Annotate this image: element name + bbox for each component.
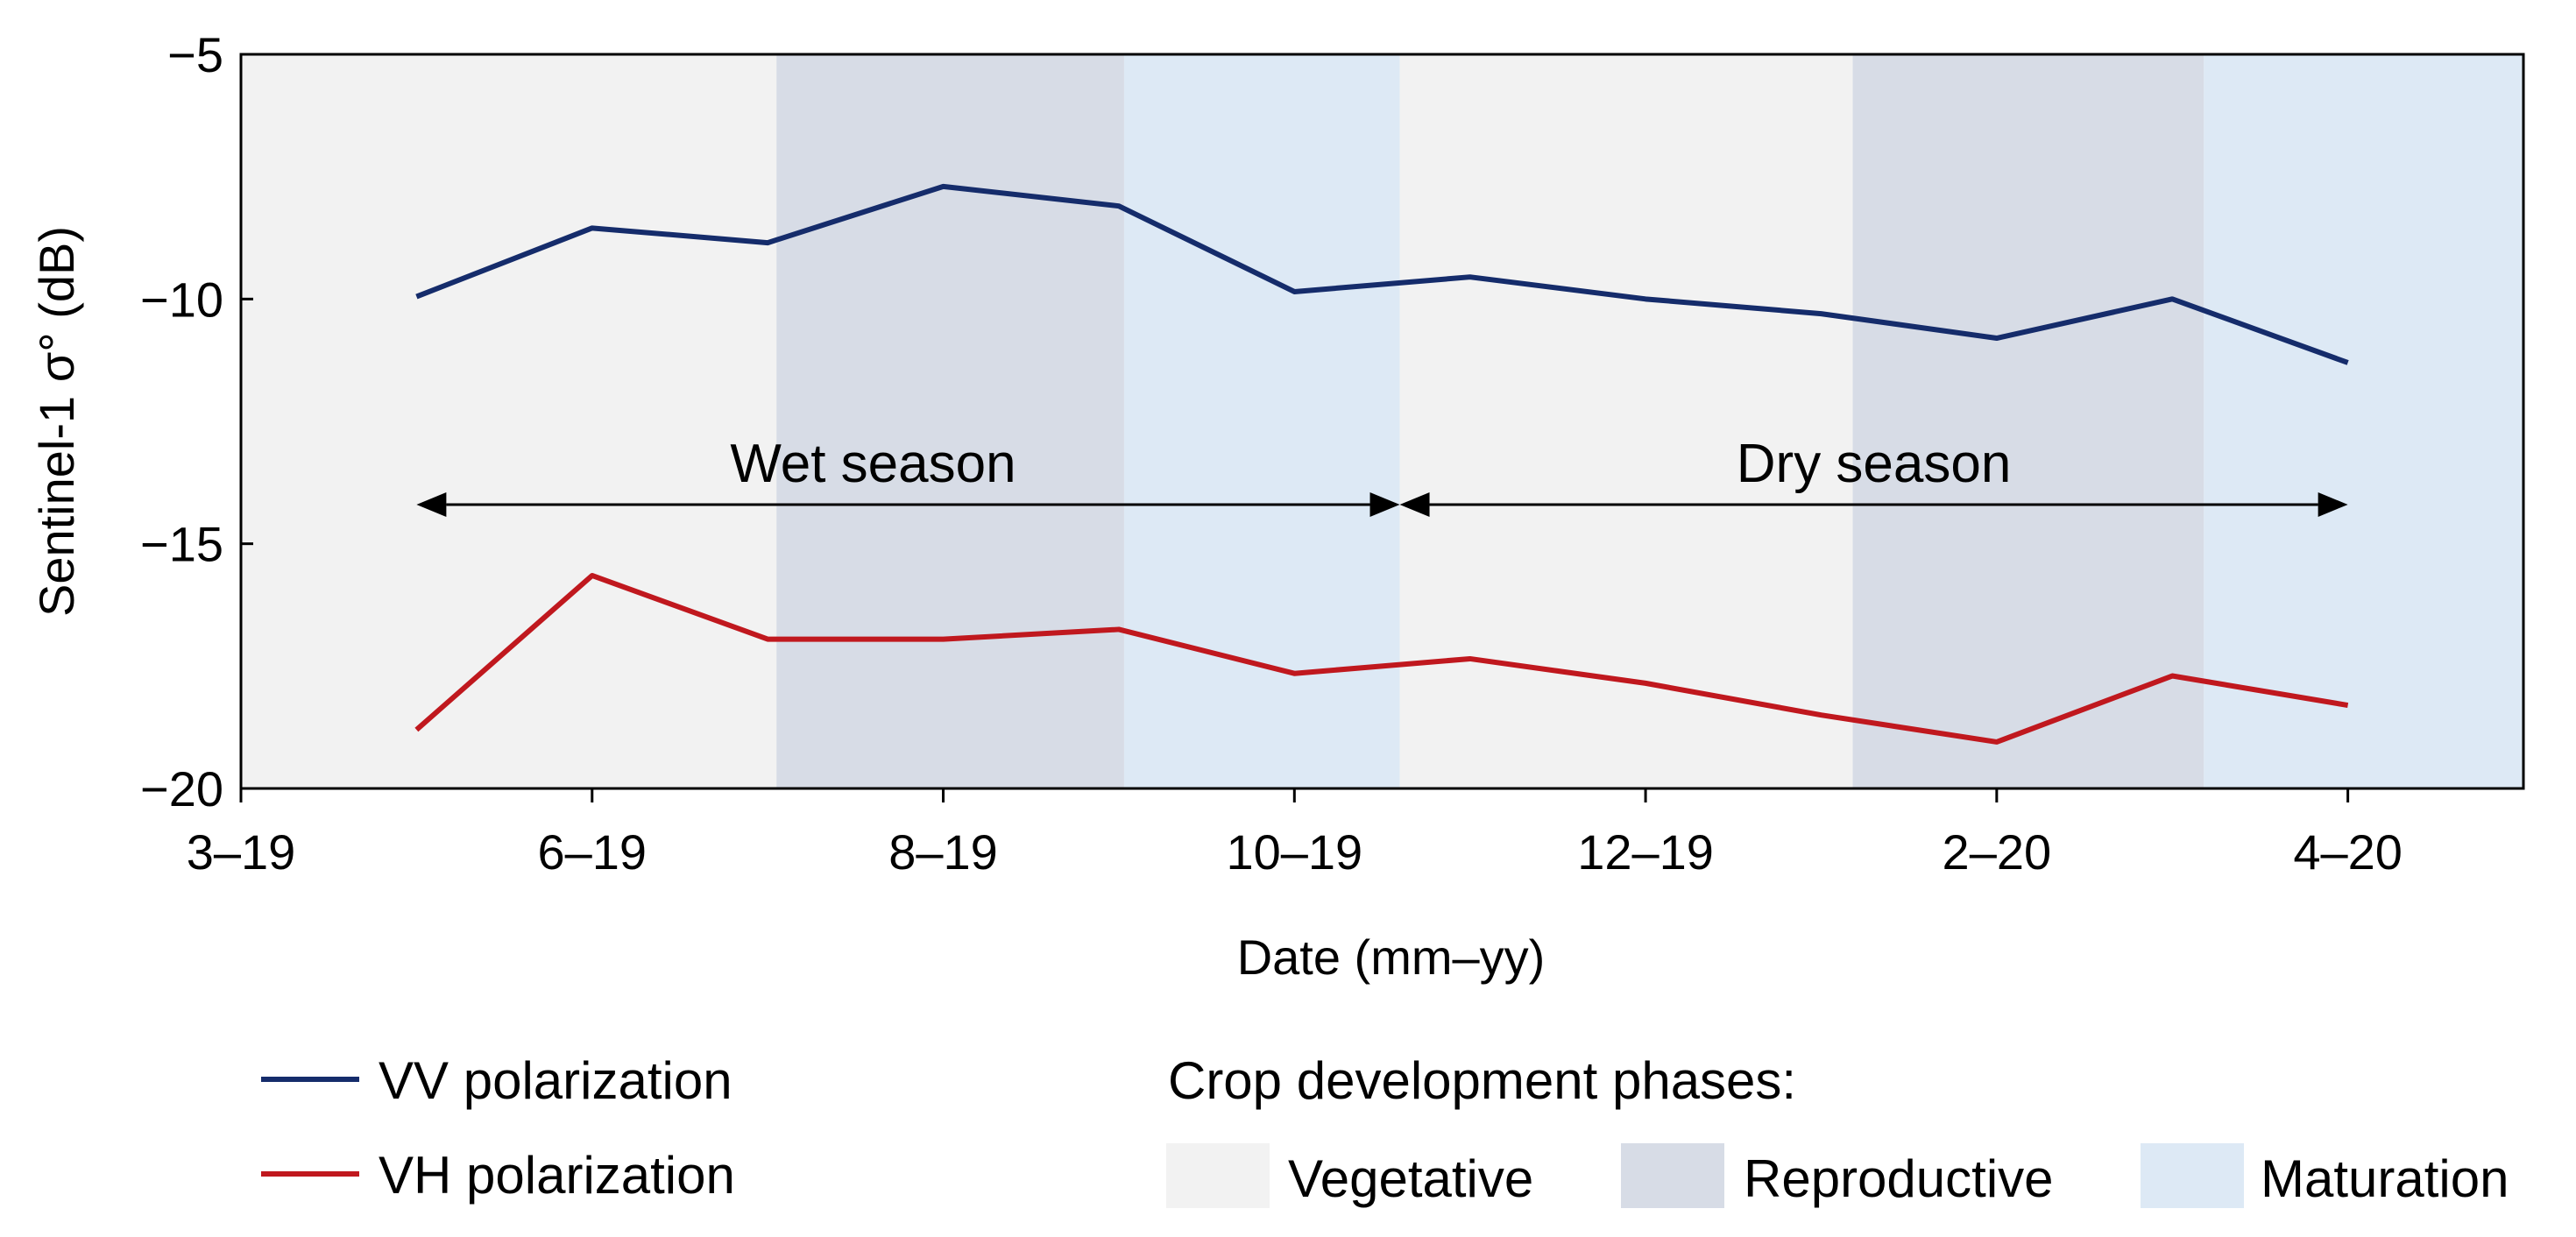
y-tick-label-0: −5: [167, 27, 223, 82]
y-axis-title: Sentinel-1 σ° (dB): [29, 226, 84, 617]
legend-swatch-maturation: [2141, 1143, 2244, 1208]
x-axis-title: Date (mm–yy): [1237, 930, 1546, 985]
legend-label-vv: VV polarization: [379, 1051, 732, 1110]
legend-label-vh: VH polarization: [379, 1146, 735, 1205]
series-lines: [414, 183, 2349, 745]
x-tick-label-1: 6–19: [537, 824, 647, 880]
legend-label-reproductive: Reproductive: [1744, 1149, 2054, 1208]
x-tick-label-3: 10–19: [1226, 824, 1362, 880]
y-tick-label-2: −15: [140, 517, 223, 572]
x-tick-label-6: 4–20: [2293, 824, 2403, 880]
phase-band-vegetative-3: [1399, 54, 1853, 788]
y-tick-label-1: −10: [140, 272, 223, 327]
wet-season-arrow-right: [1369, 491, 1400, 517]
legend-label-vegetative: Vegetative: [1288, 1149, 1533, 1208]
legend-swatch-vegetative: [1166, 1143, 1270, 1208]
dry-season-label: Dry season: [1737, 434, 2012, 494]
legend-phases-title: Crop development phases:: [1168, 1051, 1796, 1110]
phase-band-maturation-2: [1123, 54, 1400, 788]
x-tick-label-2: 8–19: [888, 824, 998, 880]
plot-frame: [239, 53, 2525, 790]
x-axis: 3–19 6–19 8–19 10–19 12–19 2–20 4–20: [187, 788, 2403, 880]
plot-frame-group: [239, 53, 2525, 790]
phase-band-maturation-5: [2204, 54, 2523, 788]
series-line-vv: [415, 183, 2349, 365]
legend: VV polarization VH polarization Crop dev…: [261, 1051, 2509, 1208]
season-annotations: Wet season Dry season: [416, 434, 2348, 517]
series-line-vh: [414, 572, 2349, 745]
y-axis: −5 −10 −15 −20: [140, 27, 253, 816]
phase-band-reproductive-1: [776, 54, 1124, 788]
dry-season-arrow-left: [1399, 491, 1430, 517]
y-tick-label-3: −20: [140, 761, 223, 816]
wet-season-arrow-left: [416, 491, 447, 517]
legend-label-maturation: Maturation: [2261, 1149, 2509, 1208]
x-tick-label-0: 3–19: [187, 824, 296, 880]
phase-band-reproductive-4: [1852, 54, 2204, 788]
legend-swatch-reproductive: [1621, 1143, 1724, 1208]
x-tick-label-4: 12–19: [1577, 824, 1714, 880]
phase-band-vegetative-0: [241, 54, 777, 788]
phase-bands: [241, 54, 2523, 788]
dry-season-arrow-right: [2318, 491, 2348, 517]
x-tick-label-5: 2–20: [1943, 824, 2052, 880]
wet-season-label: Wet season: [730, 434, 1016, 494]
